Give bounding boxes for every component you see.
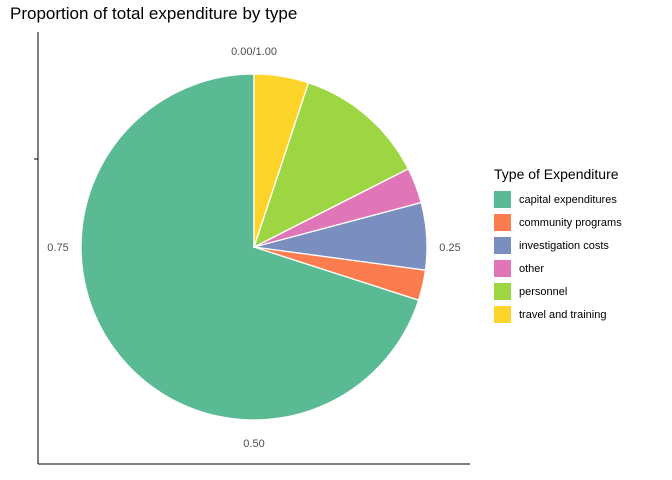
legend-title: Type of Expenditure xyxy=(494,166,619,182)
legend-label: other xyxy=(519,262,545,275)
legend-item: personnel xyxy=(494,280,622,303)
pie-slice-capital-expenditures xyxy=(80,73,420,421)
legend-color-key xyxy=(494,237,511,254)
pie-tick-labels: 0.00/1.00 0.25 0.50 0.75 xyxy=(47,46,460,450)
legend-label: capital expenditures xyxy=(519,193,617,206)
legend-color-key xyxy=(494,283,511,300)
legend-items: capital expenditures community programs in… xyxy=(494,188,622,326)
legend-item: investigation costs xyxy=(494,234,622,257)
chart-title: Proportion of total expenditure by type xyxy=(10,4,298,23)
legend-item: community programs xyxy=(494,211,622,234)
pie-tick-label: 0.50 xyxy=(243,438,264,450)
legend-label: travel and training xyxy=(519,308,607,321)
legend: Type of Expenditure capital expenditures… xyxy=(494,166,622,326)
pie-tick-label: 0.75 xyxy=(47,242,68,254)
legend-label: investigation costs xyxy=(519,239,609,252)
legend-color-key xyxy=(494,191,511,208)
legend-color-key xyxy=(494,214,511,231)
legend-color-key xyxy=(494,306,511,323)
axes xyxy=(34,32,470,465)
legend-color-key xyxy=(494,260,511,277)
pie-tick-label: 0.00/1.00 xyxy=(231,46,277,58)
legend-item: other xyxy=(494,257,622,280)
legend-item: capital expenditures xyxy=(494,188,622,211)
legend-label: personnel xyxy=(519,285,568,298)
pie-slice-personnel xyxy=(252,81,410,249)
pie-slice-travel-and-training xyxy=(253,73,310,248)
pie-slices xyxy=(80,73,428,421)
legend-label: community programs xyxy=(519,216,622,229)
pie-tick-label: 0.25 xyxy=(439,242,460,254)
legend-item: travel and training xyxy=(494,303,622,326)
